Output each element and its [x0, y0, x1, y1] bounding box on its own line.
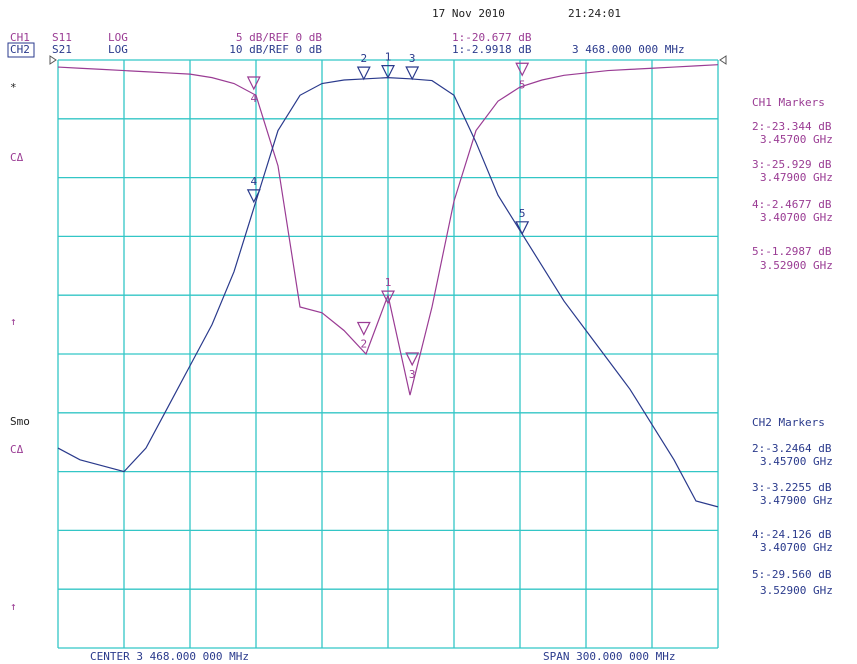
reference-marker — [719, 55, 727, 65]
panel-value: 4:-24.126 dB — [752, 528, 832, 541]
marker — [381, 64, 395, 79]
panel-frequency: 3.52900 GHz — [760, 259, 833, 272]
panel-value: 4:-2.4677 dB — [752, 198, 832, 211]
panel-frequency: 3.40700 GHz — [760, 541, 833, 554]
parameter: S11 — [52, 31, 72, 44]
marker — [356, 66, 371, 81]
marker-id: 2 — [360, 52, 367, 65]
softkey-label: ↑ — [10, 600, 17, 613]
channel-label: CH2 — [10, 43, 30, 56]
marker — [405, 352, 420, 367]
marker-id: 5 — [519, 78, 526, 91]
marker-id: 5 — [519, 207, 526, 220]
panel-value: 3:-25.929 dB — [752, 158, 832, 171]
marker-id: 1 — [385, 276, 392, 289]
panel-frequency: 3.40700 GHz — [760, 211, 833, 224]
softkey-label: CΔ — [10, 151, 24, 164]
marker-id: 4 — [250, 92, 257, 105]
marker-readout: 1:-20.677 dB — [452, 31, 532, 44]
panel-title: CH2 Markers — [752, 416, 825, 429]
panel-value: 2:-23.344 dB — [752, 120, 832, 133]
softkey-label: ↑ — [10, 315, 17, 328]
marker-frequency: 3 468.000 000 MHz — [572, 43, 685, 56]
softkey-label: Smo — [10, 415, 30, 428]
marker-readout: 1:-2.9918 dB — [452, 43, 532, 56]
panel-value: 3:-3.2255 dB — [752, 481, 832, 494]
marker — [356, 321, 371, 336]
active-channel-box — [7, 42, 35, 58]
panel-value: 5:-29.560 dB — [752, 568, 832, 581]
marker-id: 3 — [409, 368, 416, 381]
panel-frequency: 3.45700 GHz — [760, 455, 833, 468]
panel-value: 2:-3.2464 dB — [752, 442, 832, 455]
format: LOG — [108, 43, 128, 56]
panel-frequency: 3.52900 GHz — [760, 584, 833, 597]
span-label: SPAN 300.000 000 MHz — [543, 650, 675, 663]
panel-value: 5:-1.2987 dB — [752, 245, 832, 258]
panel-frequency: 3.45700 GHz — [760, 133, 833, 146]
date: 17 Nov 2010 — [432, 7, 505, 20]
format: LOG — [108, 31, 128, 44]
marker-id: 2 — [360, 338, 367, 351]
panel-frequency: 3.47900 GHz — [760, 171, 833, 184]
softkey-label: CΔ — [10, 443, 24, 456]
marker — [405, 66, 420, 81]
trace — [57, 64, 719, 396]
channel-label: CH1 — [10, 31, 30, 44]
panel-title: CH1 Markers — [752, 96, 825, 109]
marker — [246, 76, 261, 91]
marker — [515, 62, 530, 77]
marker-id: 4 — [250, 175, 257, 188]
softkey-label: * — [10, 81, 17, 94]
panel-frequency: 3.47900 GHz — [760, 494, 833, 507]
marker — [381, 290, 395, 305]
scale: 10 dB/REF 0 dB — [229, 43, 322, 56]
parameter: S21 — [52, 43, 72, 56]
scale: 5 dB/REF 0 dB — [236, 31, 322, 44]
center-label: CENTER 3 468.000 000 MHz — [90, 650, 249, 663]
reference-marker — [49, 55, 57, 65]
marker-id: 1 — [385, 51, 392, 64]
marker — [515, 221, 530, 236]
marker-id: 3 — [409, 52, 416, 65]
time: 21:24:01 — [568, 7, 621, 20]
marker — [246, 189, 261, 204]
